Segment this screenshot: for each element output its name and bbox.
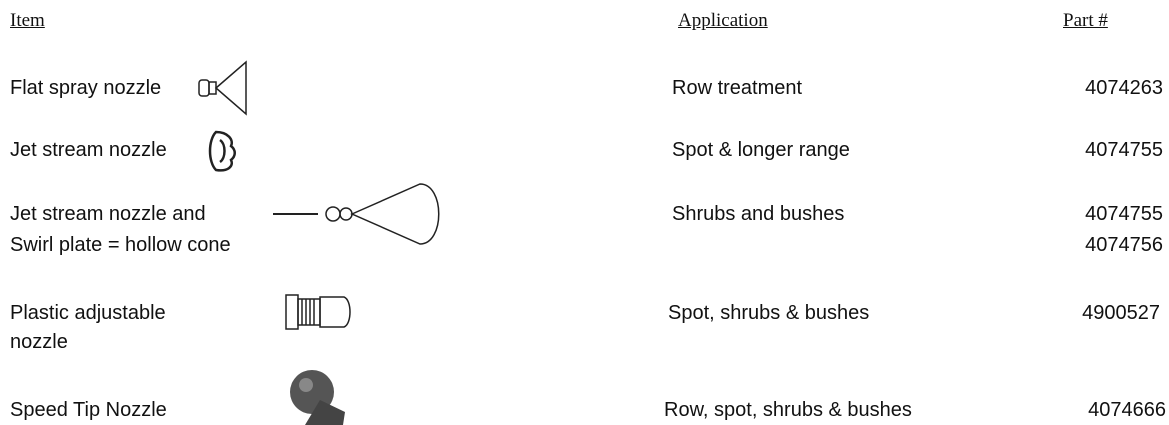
item-text: Flat spray nozzle [10,77,162,99]
header-application: Application [678,10,768,31]
part-number: 4074756 [1085,234,1163,256]
part-number: 4074263 [1085,77,1163,99]
application-text: Row, spot, shrubs & bushes [664,399,912,421]
flat-spray-icon [198,60,247,116]
header-part: Part # [1063,10,1108,31]
part-number: 4074666 [1088,399,1166,421]
speed-tip-icon [290,370,345,425]
part-number: 4900527 [1082,302,1160,324]
part-number: 4074755 [1085,203,1163,225]
adjustable-nozzle-icon [285,294,351,330]
jet-stream-icon [208,130,236,172]
part-number: 4074755 [1085,139,1163,161]
application-text: Spot, shrubs & bushes [668,302,870,324]
item-text: Speed Tip Nozzle [10,399,167,421]
application-text: Spot & longer range [672,139,850,161]
application-text: Row treatment [672,77,803,99]
header-item: Item [10,10,45,31]
item-text: nozzle [10,331,68,353]
application-text: Shrubs and bushes [672,203,845,225]
item-text: Plastic adjustable [10,302,166,324]
hollow-cone-icon [273,183,440,245]
item-text: Jet stream nozzle [10,139,167,161]
item-text: Jet stream nozzle and [10,203,206,225]
item-text: Swirl plate = hollow cone [10,234,231,256]
